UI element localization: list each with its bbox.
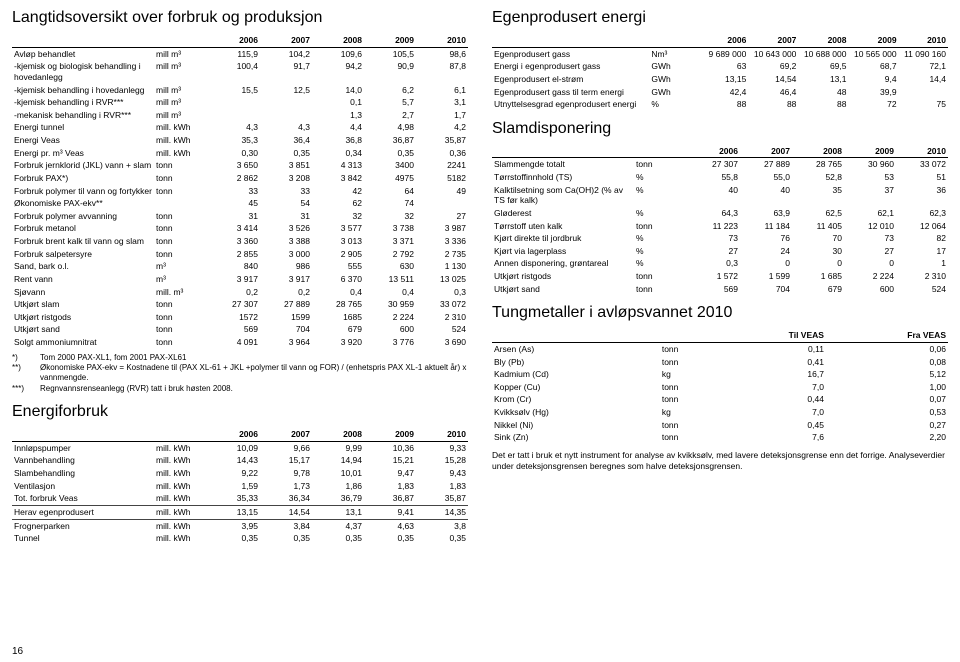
table-row: Kjørt direkte til jordbruk%7376707382 [492, 232, 948, 245]
table-row: Krom (Cr)tonn0,440,07 [492, 393, 948, 406]
table-row: Utkjørt ristgodstonn1572159916852 2242 3… [12, 311, 468, 324]
left-column: Langtidsoversikt over forbruk og produks… [12, 8, 468, 654]
table-row: Kadmium (Cd)kg16,75,12 [492, 368, 948, 381]
tungmetaller-footnote: Det er tatt i bruk et nytt instrument fo… [492, 450, 948, 472]
footnotes: *)Tom 2000 PAX-XL1, fom 2001 PAX-XL61**)… [12, 353, 468, 395]
table-row: Frognerparkenmill. kWh3,953,844,374,633,… [12, 519, 468, 532]
table-row: Sand, bark o.l.m³8409865556301 130 [12, 260, 468, 273]
table-row: Avløp behandletmill m³115,9104,2109,6105… [12, 47, 468, 60]
egenprodusert-table: 2006 2007 2008 2009 2010 Egenprodusert g… [492, 34, 948, 111]
table-row: Kvikksølv (Hg)kg7,00,53 [492, 406, 948, 419]
table-row: Økonomiske PAX-ekv**45546274 [12, 197, 468, 210]
table-row: Solgt ammoniumnitrattonn4 0913 9643 9203… [12, 336, 468, 349]
table-row: Nikkel (Ni)tonn0,450,27 [492, 419, 948, 432]
table-row: Egenprodusert el-strømGWh13,1514,5413,19… [492, 73, 948, 86]
table-row: -kjemisk behandling i hovedanleggmill m³… [12, 84, 468, 97]
table-row: Rent vannm³3 9173 9176 37013 51113 025 [12, 273, 468, 286]
table-row: -kjemisk og biologisk behandling i hoved… [12, 60, 468, 83]
page-number: 16 [12, 646, 23, 659]
main-title: Langtidsoversikt over forbruk og produks… [12, 8, 468, 28]
table-row: Arsen (As)tonn0,110,06 [492, 342, 948, 355]
table-row: Energi i egenprodusert gassGWh6369,269,5… [492, 60, 948, 73]
tungmetaller-table: Til VEAS Fra VEAS Arsen (As)tonn0,110,06… [492, 329, 948, 444]
table-row: Forbruk brent kalk til vann og slamtonn3… [12, 235, 468, 248]
table-row: -mekanisk behandling i RVR***mill m³1,32… [12, 109, 468, 122]
table-row: Sjøvannmill. m³0,20,20,40,40,3 [12, 286, 468, 299]
table-row: Utkjørt sandtonn569704679600524 [12, 323, 468, 336]
egenprodusert-title: Egenprodusert energi [492, 8, 948, 28]
table-row: Kalktilsetning som Ca(OH)2 (% av TS før … [492, 184, 948, 207]
table-row: Energi tunnelmill. kWh4,34,34,44,984,2 [12, 121, 468, 134]
table-row: Forbruk jernklorid (JKL) vann + slamtonn… [12, 159, 468, 172]
energiforbruk-title: Energiforbruk [12, 402, 468, 422]
table-row: Utkjørt ristgodstonn1 5721 5991 6852 224… [492, 270, 948, 283]
table-row: Utkjørt slamtonn27 30727 88928 76530 959… [12, 298, 468, 311]
table-row: Tørrstoff uten kalktonn11 22311 18411 40… [492, 220, 948, 233]
table-row: -kjemisk behandling i RVR***mill m³0,15,… [12, 96, 468, 109]
table-row: Gløderest%64,363,962,562,162,3 [492, 207, 948, 220]
table-row: Tunnelmill. kWh0,350,350,350,350,35 [12, 532, 468, 545]
table-row: Kjørt via lagerplass%2724302717 [492, 245, 948, 258]
table-row: Forbruk polymer avvanningtonn3131323227 [12, 210, 468, 223]
energiforbruk-table: 2006 2007 2008 2009 2010 Innløpspumpermi… [12, 428, 468, 545]
table-row: Annen disponering, grøntareal%0,30001 [492, 257, 948, 270]
main-table: 2006 2007 2008 2009 2010 Avløp behandlet… [12, 34, 468, 349]
table-row: Forbruk polymer til vann og fortykkerton… [12, 185, 468, 198]
table-row: Tørrstoffinnhold (TS)%55,855,052,85351 [492, 171, 948, 184]
table-row: Egenprodusert gassNm³9 689 00010 643 000… [492, 47, 948, 60]
slam-table: 2006 2007 2008 2009 2010 Slammengde tota… [492, 145, 948, 296]
right-column: Egenprodusert energi 2006 2007 2008 2009… [492, 8, 948, 654]
table-row: Vannbehandlingmill. kWh14,4315,1714,9415… [12, 454, 468, 467]
table-row: Forbruk metanoltonn3 4143 5263 5773 7383… [12, 222, 468, 235]
slam-title: Slamdisponering [492, 119, 948, 139]
table-row: Energi Veasmill. kWh35,336,436,836,8735,… [12, 134, 468, 147]
tungmetaller-title: Tungmetaller i avløpsvannet 2010 [492, 303, 948, 323]
table-row: Sink (Zn)tonn7,62,20 [492, 431, 948, 444]
table-row: Utkjørt sandtonn569704679600524 [492, 283, 948, 296]
table-row: Forbruk PAX*)tonn2 8623 2083 84249755182 [12, 172, 468, 185]
table-row: Ventilasjonmill. kWh1,591,731,861,831,83 [12, 480, 468, 493]
table-row: Kopper (Cu)tonn7,01,00 [492, 381, 948, 394]
table-row: Herav egenprodusertmill. kWh13,1514,5413… [12, 505, 468, 519]
table-row: Egenprodusert gass til term energiGWh42,… [492, 86, 948, 99]
table-row: Slambehandlingmill. kWh9,229,7810,019,47… [12, 467, 468, 480]
table-row: Slammengde totalttonn27 30727 88928 7653… [492, 158, 948, 171]
table-row: Utnyttelsesgrad egenprodusert energi%888… [492, 98, 948, 111]
table-row: Bly (Pb)tonn0,410,08 [492, 356, 948, 369]
table-row: Tot. forbruk Veasmill. kWh35,3336,3436,7… [12, 492, 468, 505]
table-row: Innløpspumpermill. kWh10,099,669,9910,36… [12, 441, 468, 454]
table-row: Energi pr. m³ Veasmill. kWh0,300,350,340… [12, 147, 468, 160]
table-row: Forbruk salpetersyretonn2 8553 0002 9052… [12, 248, 468, 261]
